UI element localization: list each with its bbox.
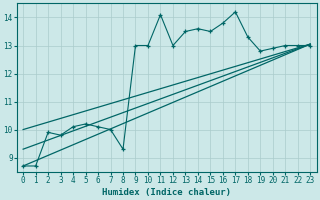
X-axis label: Humidex (Indice chaleur): Humidex (Indice chaleur) (102, 188, 231, 197)
